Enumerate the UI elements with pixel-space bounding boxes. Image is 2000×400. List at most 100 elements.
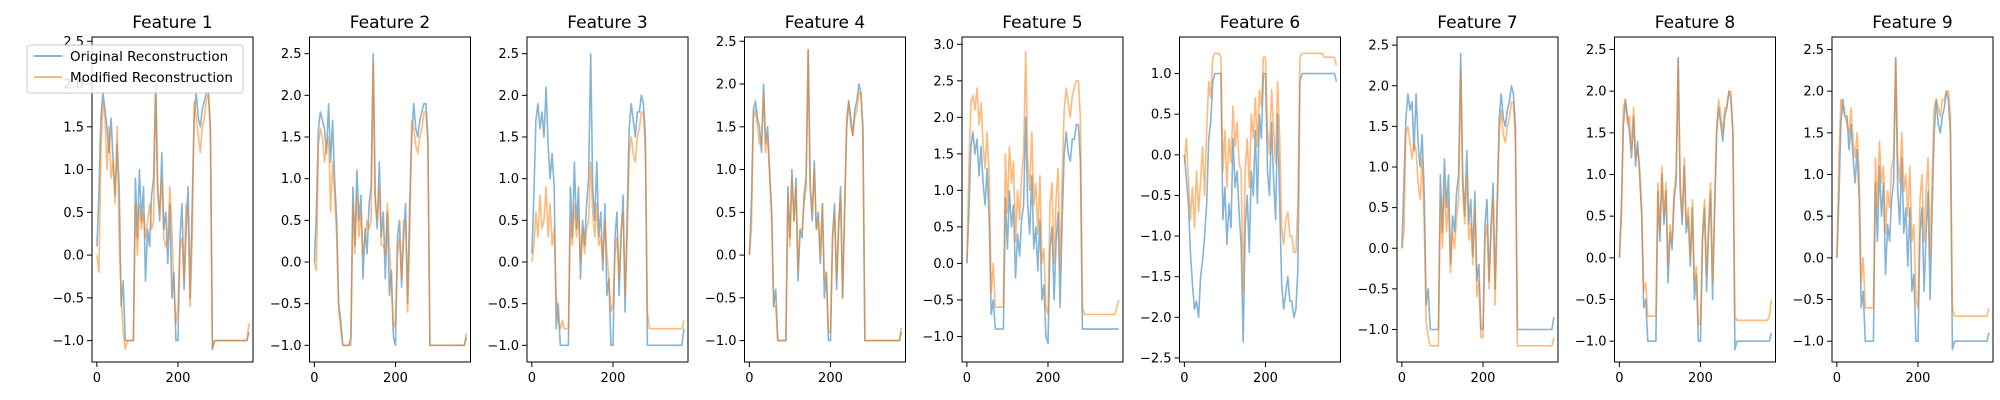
y-tick-label: 0.5 [1368, 201, 1389, 216]
x-tick-label: 0 [745, 371, 753, 386]
x-tick-label: 0 [963, 371, 971, 386]
axes-frame [91, 36, 254, 363]
y-tick-label: −1.5 [1140, 270, 1172, 285]
axes-frame [1396, 36, 1559, 363]
y-tick-label: −0.5 [270, 297, 302, 312]
y-tick-label: 0.5 [63, 206, 84, 221]
series-modified-line [966, 50, 1120, 316]
axes-frame [1831, 36, 1994, 363]
y-tick-label: 2.5 [281, 47, 302, 62]
y-tick-label: −1.0 [1792, 335, 1824, 350]
y-tick-label: 0.0 [281, 256, 302, 271]
y-tick-label: 2.0 [1368, 79, 1389, 94]
y-tick-label: −1.0 [52, 334, 84, 349]
y-tick-label: 1.0 [1803, 168, 1824, 183]
y-tick-label: 2.0 [1803, 85, 1824, 100]
series-original-line [1836, 56, 1990, 351]
y-tick-label: −2.0 [1140, 311, 1172, 326]
x-tick-label: 0 [1833, 371, 1841, 386]
y-tick-label: 1.0 [716, 163, 737, 178]
x-tick-label: 200 [1036, 371, 1061, 386]
y-tick-label: −1.0 [1140, 230, 1172, 245]
y-tick-label: −0.5 [487, 297, 519, 312]
y-tick-label: 1.0 [1151, 67, 1172, 82]
y-tick-label: 2.5 [498, 47, 519, 62]
subplot-feature-2: Feature 2 −1.0 −0.5 0.0 0.5 1.0 1.5 2.0 2.5 0 200 [270, 13, 471, 386]
series-group [1183, 52, 1338, 343]
y-tick-label: 1.0 [281, 172, 302, 187]
y-tick-label: 1.5 [1803, 126, 1824, 141]
y-tick-label: 0.5 [716, 206, 737, 221]
axes-frame [309, 36, 471, 363]
series-modified-line [1401, 68, 1555, 347]
subplot-title: Feature 5 [1002, 13, 1082, 33]
subplot-feature-9: Feature 9 −1.0 −0.5 0.0 0.5 1.0 1.5 2.0 2.5 0 200 [1792, 13, 1994, 386]
y-tick-label: 0.5 [933, 220, 954, 235]
y-tick-label: 2.5 [716, 35, 737, 50]
subplot-feature-3: Feature 3 −1.0 −0.5 0.0 0.5 1.0 1.5 2.0 2.5 0 200 [487, 13, 689, 386]
series-group [531, 52, 685, 347]
series-modified-line [748, 48, 903, 342]
axes-frame [744, 36, 906, 363]
series-group [313, 52, 468, 347]
series-original-line [748, 48, 903, 342]
y-tick-label: 1.5 [1368, 120, 1389, 135]
y-tick-label: 1.0 [1368, 161, 1389, 176]
legend-label-modified: Modified Reconstruction [70, 70, 233, 86]
y-tick-label: 2.5 [1368, 39, 1389, 54]
y-tick-label: 2.0 [498, 89, 519, 104]
y-tick-label: −1.0 [1575, 335, 1607, 350]
axes-frame [1179, 36, 1341, 363]
y-tick-label: 0.0 [1586, 251, 1607, 266]
series-original-line [1401, 52, 1555, 331]
series-original-line [1183, 72, 1338, 343]
subplot-grid: Feature 1−1.0−0.50.00.51.01.52.02.50200F… [52, 13, 1994, 386]
subplot-title: Feature 2 [350, 13, 430, 33]
y-tick-label: 1.0 [1586, 168, 1607, 183]
axes-frame [526, 36, 689, 363]
series-modified-line [1183, 52, 1338, 294]
x-tick-label: 0 [1615, 371, 1623, 386]
series-group [748, 48, 903, 342]
series-group [1836, 56, 1990, 351]
y-tick-label: −1.0 [705, 334, 737, 349]
y-tick-label: −2.5 [1140, 351, 1172, 366]
x-tick-label: 200 [1688, 371, 1713, 386]
series-group [1401, 52, 1555, 347]
y-tick-label: 0.0 [1803, 251, 1824, 266]
subplot-feature-5: Feature 5 −1.0 −0.5 0.0 0.5 1.0 1.5 2.0 2.5 3.0 0 2… [922, 13, 1124, 386]
y-tick-label: 1.5 [281, 131, 302, 146]
y-tick-label: 1.0 [63, 163, 84, 178]
y-tick-label: 1.5 [933, 147, 954, 162]
series-group [96, 83, 250, 351]
legend-label-original: Original Reconstruction [70, 49, 228, 65]
y-tick-label: −0.5 [1575, 293, 1607, 308]
axes-frame [1614, 36, 1776, 363]
y-tick-label: −0.5 [705, 291, 737, 306]
subplot-title: Feature 3 [567, 13, 647, 33]
subplot-title: Feature 7 [1437, 13, 1517, 33]
y-tick-label: −0.5 [1357, 282, 1389, 297]
y-tick-label: 1.0 [933, 184, 954, 199]
y-tick-label: 2.5 [1586, 43, 1607, 58]
y-tick-label: 2.5 [1803, 43, 1824, 58]
series-original-line [966, 116, 1119, 345]
y-tick-label: 0.5 [1803, 210, 1824, 225]
x-tick-label: 200 [383, 371, 408, 386]
series-original-line [531, 52, 685, 347]
legend: Original Reconstruction Modified Reconst… [26, 44, 244, 94]
y-tick-label: 0.5 [281, 214, 302, 229]
y-tick-label: 1.5 [498, 131, 519, 146]
y-tick-label: −1.0 [1357, 323, 1389, 338]
series-modified-line [1836, 56, 1990, 318]
subplot-title: Feature 9 [1872, 13, 1952, 33]
y-tick-label: 0.0 [63, 249, 84, 264]
y-tick-label: 0.0 [716, 249, 737, 264]
subplot-title: Feature 4 [785, 13, 865, 33]
x-tick-label: 0 [1180, 371, 1188, 386]
y-tick-label: 2.5 [933, 74, 954, 89]
y-tick-label: −1.0 [487, 339, 519, 354]
x-tick-label: 0 [528, 371, 536, 386]
y-tick-label: 0.5 [1151, 108, 1172, 123]
y-tick-label: 2.0 [933, 111, 954, 126]
